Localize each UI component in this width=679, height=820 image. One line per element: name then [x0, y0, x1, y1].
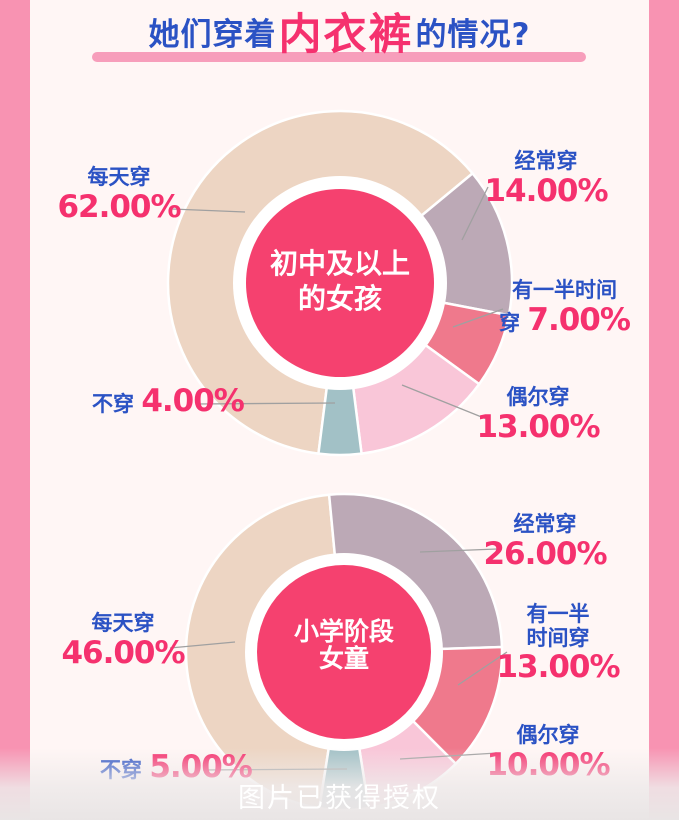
title-part-blue: 的情况?: [415, 16, 531, 53]
right-decor-band: [649, 0, 679, 820]
callout-never-4: 不穿 4.00%: [92, 384, 267, 419]
callout-line: 有一半时间: [497, 278, 632, 303]
callout-connector-line: [461, 186, 489, 241]
callout-label: 穿: [499, 310, 528, 335]
callout-line: 经常穿: [480, 512, 610, 537]
callout-value: 14.00%: [484, 172, 608, 209]
callout-value: 13.00%: [476, 408, 600, 445]
callout-connector-line: [452, 308, 504, 328]
callout-value: 26.00%: [483, 535, 607, 572]
callout-line: 时间穿: [493, 625, 623, 651]
callout-label: 偶尔穿: [516, 723, 580, 747]
page-title: 她们穿着 内衣裤 的情况?: [0, 6, 679, 60]
primary-school-donut-center-label: 小学阶段 女童: [247, 618, 441, 672]
callout-line: 每天穿: [58, 611, 188, 636]
center-label-line: 的女孩: [297, 282, 382, 315]
center-label-line: 女童: [318, 644, 369, 673]
callout-line: 26.00%: [480, 535, 610, 572]
callout-label: 偶尔穿: [506, 385, 570, 409]
callout-often-26: 经常穿 26.00%: [480, 512, 610, 572]
callout-connector-line: [195, 402, 336, 405]
callout-everyday-46: 每天穿 46.00%: [58, 611, 188, 671]
callout-line: 有一半: [493, 602, 623, 627]
callout-line: 13.00%: [473, 408, 603, 445]
callout-line: 经常穿: [481, 149, 611, 174]
donut-center-circle: [246, 189, 434, 377]
callout-connector-line: [169, 641, 236, 649]
callout-line: 每天穿: [55, 165, 183, 190]
callout-line: 14.00%: [481, 172, 611, 209]
callout-line: 不穿 4.00%: [92, 384, 267, 419]
callout-label: 每天穿: [91, 611, 155, 635]
callout-label: 每天穿: [87, 165, 151, 189]
callout-occasionally-13: 偶尔穿 13.00%: [473, 385, 603, 445]
callout-value: 4.00%: [141, 383, 245, 419]
callout-half-time-7: 有一半时间穿 7.00%: [497, 278, 632, 338]
center-label-line: 初中及以上: [269, 247, 410, 280]
callout-connector-line: [419, 548, 498, 553]
callout-line: 穿 7.00%: [497, 301, 632, 338]
callout-line: 46.00%: [58, 634, 188, 671]
middle-school-donut-center-label: 初中及以上 的女孩: [240, 246, 440, 316]
bottom-fade-overlay: [0, 748, 679, 820]
footer-watermark: 图片已获得授权: [238, 783, 441, 814]
donut-center-circle: [257, 565, 431, 739]
callout-line: 偶尔穿: [483, 723, 613, 748]
left-decor-band: [0, 0, 30, 820]
title-underline: [92, 52, 586, 62]
callout-line: 偶尔穿: [473, 385, 603, 410]
callout-label: 经常穿: [513, 512, 577, 536]
callout-connector-line: [171, 208, 246, 213]
callout-label: 有一半: [526, 602, 590, 626]
callout-label: 时间穿: [526, 625, 590, 650]
callout-line: 13.00%: [493, 650, 623, 685]
title-part-blue: 她们穿着: [148, 16, 277, 53]
callout-label: 有一半时间: [512, 278, 617, 302]
callout-line: 62.00%: [55, 188, 183, 225]
center-label-line: 小学阶段: [293, 617, 394, 646]
callout-connector-line: [401, 384, 490, 421]
callout-label: 不穿: [92, 392, 142, 416]
callout-label: 经常穿: [514, 149, 578, 173]
callout-connector-line: [457, 651, 508, 686]
title-part-pink: 内衣裤: [278, 10, 414, 60]
callout-value: 13.00%: [496, 649, 620, 686]
callout-everyday-62: 每天穿 62.00%: [55, 165, 183, 225]
callout-often-14: 经常穿 14.00%: [481, 149, 611, 209]
callout-value: 7.00%: [527, 301, 631, 338]
callout-half-time-13: 有一半 时间穿 13.00%: [493, 602, 623, 685]
callout-value: 62.00%: [57, 188, 181, 225]
callout-value: 46.00%: [61, 634, 185, 671]
